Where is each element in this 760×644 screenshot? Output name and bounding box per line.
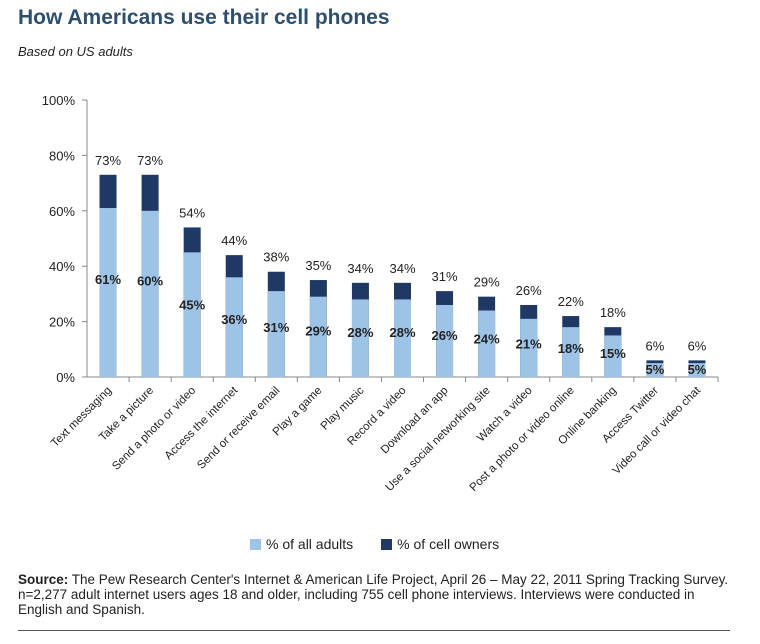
legend-label-all-adults: % of all adults	[266, 536, 354, 552]
bar-all-adults	[267, 291, 285, 377]
bar-all-adults	[225, 277, 243, 377]
legend-swatch-all-adults	[250, 538, 261, 550]
data-label-all-adults: 61%	[95, 272, 121, 287]
source-note: Source: The Pew Research Center's Intern…	[18, 572, 738, 617]
y-tick-label: 60%	[49, 204, 75, 219]
data-label-all-adults: 28%	[389, 325, 415, 340]
data-label-cell-owners: 34%	[347, 261, 373, 276]
legend-swatch-cell-owners	[381, 538, 393, 550]
bottom-rule	[18, 630, 730, 631]
data-label-cell-owners: 54%	[179, 205, 205, 220]
data-label-all-adults: 60%	[137, 274, 163, 289]
data-label-cell-owners: 73%	[137, 153, 163, 168]
bar-all-adults	[183, 252, 201, 377]
data-label-cell-owners: 34%	[389, 261, 415, 276]
y-tick-label: 0%	[56, 370, 75, 385]
bar-chart: 0%20%40%60%80%100%73%61%Text messaging73…	[42, 93, 719, 494]
data-label-all-adults: 5%	[646, 362, 665, 377]
data-label-all-adults: 29%	[305, 323, 331, 338]
legend: % of all adults % of cell owners	[250, 536, 499, 552]
x-category-label: Send a photo or video	[110, 385, 198, 473]
legend-label-cell-owners: % of cell owners	[397, 536, 500, 552]
data-label-all-adults: 5%	[688, 362, 707, 377]
data-label-cell-owners: 22%	[558, 294, 584, 309]
bar-all-adults	[351, 299, 369, 377]
data-label-cell-owners: 44%	[221, 233, 247, 248]
chart-title: How Americans use their cell phones	[18, 6, 390, 29]
bar-all-adults	[394, 299, 411, 377]
data-label-all-adults: 26%	[432, 328, 458, 343]
bar-all-adults	[141, 210, 159, 377]
bar-all-adults	[436, 304, 454, 377]
data-label-cell-owners: 6%	[688, 338, 707, 353]
bar-all-adults	[478, 310, 496, 377]
data-label-all-adults: 45%	[179, 298, 205, 313]
data-label-cell-owners: 26%	[516, 283, 542, 298]
source-label: Source:	[18, 572, 69, 587]
data-label-cell-owners: 31%	[432, 269, 458, 284]
data-label-all-adults: 28%	[347, 325, 373, 340]
data-label-all-adults: 36%	[221, 312, 247, 327]
x-category-label: Video call or video chat	[611, 384, 704, 477]
chart-subtitle: Based on US adults	[18, 44, 133, 59]
x-category-label: Send or receive email	[195, 385, 282, 472]
data-label-all-adults: 21%	[516, 336, 542, 351]
data-label-cell-owners: 29%	[474, 275, 500, 290]
y-tick-label: 20%	[49, 315, 75, 330]
data-label-cell-owners: 38%	[263, 250, 289, 265]
bar-all-adults	[646, 363, 664, 377]
data-label-all-adults: 24%	[474, 331, 500, 346]
source-text: The Pew Research Center's Internet & Ame…	[18, 572, 729, 617]
y-tick-label: 80%	[49, 148, 75, 163]
data-label-all-adults: 31%	[263, 320, 289, 335]
data-label-cell-owners: 73%	[95, 153, 121, 168]
bar-all-adults	[309, 296, 327, 377]
bar-all-adults	[604, 335, 622, 377]
x-category-label: Access the internet	[163, 384, 241, 462]
y-tick-label: 40%	[49, 259, 75, 274]
legend-item-cell-owners: % of cell owners	[381, 536, 499, 552]
data-label-cell-owners: 18%	[600, 305, 626, 320]
y-tick-label: 100%	[42, 93, 76, 108]
bar-all-adults	[562, 327, 580, 377]
data-label-cell-owners: 35%	[305, 258, 331, 273]
data-label-all-adults: 18%	[558, 341, 584, 356]
data-label-all-adults: 15%	[600, 346, 626, 361]
legend-item-all-adults: % of all adults	[250, 536, 353, 552]
bar-all-adults	[520, 318, 538, 377]
bar-all-adults	[99, 208, 117, 377]
bar-all-adults	[688, 363, 706, 377]
data-label-cell-owners: 6%	[646, 338, 665, 353]
